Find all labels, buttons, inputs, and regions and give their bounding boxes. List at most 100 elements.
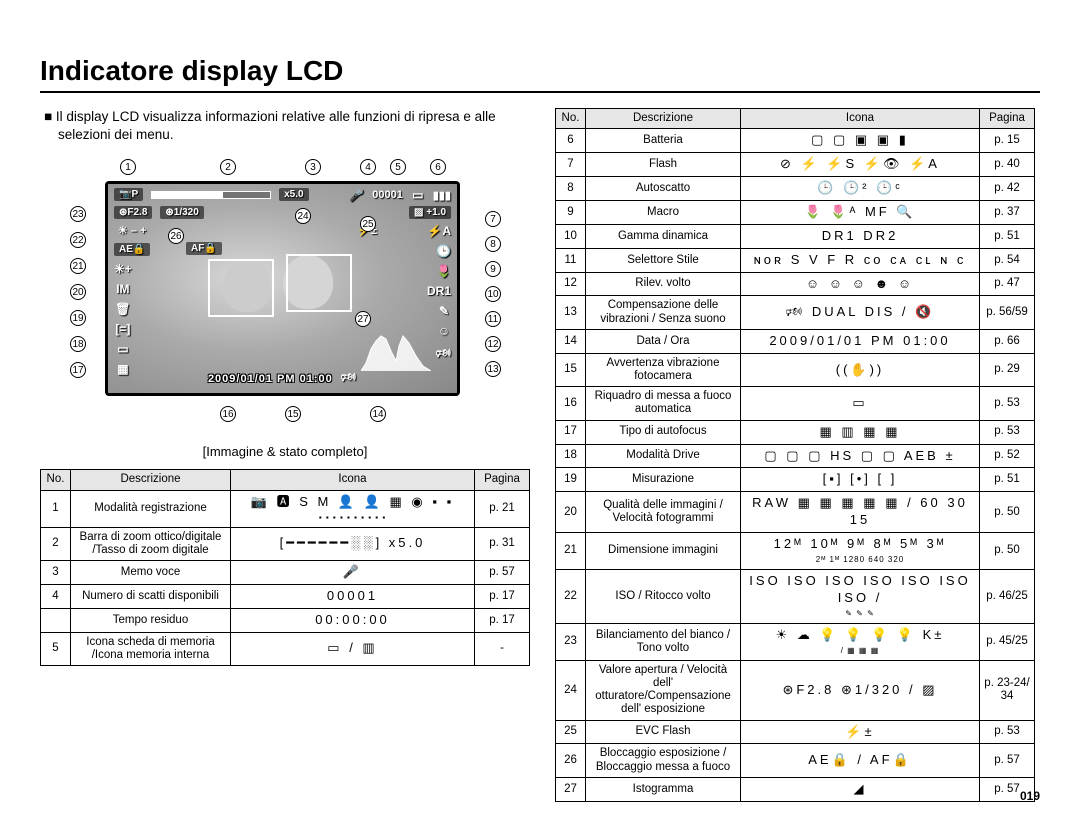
osd-icon: DR1 [427,284,451,298]
page-number: 019 [1020,789,1040,803]
th-desc-r: Descrizione [586,109,741,129]
lcd-diagram: 📷P x5.0 🎤 00001 ▭ ▮▮▮ ⊛F2.8 ⊛1/320 ▨ +1.… [50,156,520,436]
callout-16: 16 [220,406,236,422]
callout-10: 10 [485,286,501,302]
table-row: 2Barra di zoom ottico/digitale /Tasso di… [41,527,530,560]
frame-count: 00001 [372,189,403,201]
callout-2: 2 [220,159,236,175]
table-row: 12Rilev. volto☺ ☺ ☺ ☻ ☺p. 47 [556,272,1035,296]
table-row: 25EVC Flash⚡±p. 53 [556,720,1035,744]
th-page-r: Pagina [980,109,1035,129]
table-row: 22ISO / Ritocco voltoISO ISO ISO ISO ISO… [556,570,1035,624]
callout-11: 11 [485,311,501,327]
table-row: 11Selettore Stileɴᴏʀ S V F R ᴄᴏ ᴄᴀ ᴄʟ ɴ … [556,248,1035,272]
th-desc: Descrizione [71,470,231,490]
table-row: Tempo residuo00:00:00p. 17 [41,608,530,632]
osd-icon: ⚡A [427,224,451,238]
table-row: 9Macro🌷 🌷ᴬ MF 🔍p. 37 [556,200,1035,224]
table-row: 17Tipo di autofocus▦ ▥ ▦ ▦p. 53 [556,420,1035,444]
callout-21: 21 [70,258,86,274]
table-row: 6Batteria▢ ▢ ▣ ▣ ▮p. 15 [556,129,1035,153]
th-no: No. [41,470,71,490]
callout-12: 12 [485,336,501,352]
osd-icon: [=] [115,322,130,336]
callout-15: 15 [285,406,301,422]
osd-icon: ▦ [116,362,130,376]
osd-icon: ☀+ [114,262,132,276]
mode-icon: 📷P [114,188,143,201]
callout-7: 7 [485,211,501,227]
table-row: 13Compensazione delle vibrazioni / Senza… [556,296,1035,329]
table-row: 14Data / Ora2009/01/01 PM 01:00p. 66 [556,329,1035,353]
af-box-2 [286,254,352,312]
table-row: 5Icona scheda di memoria /Icona memoria … [41,632,530,665]
datetime-text: 2009/01/01 PM 01:00 [208,373,333,385]
zoom-label: x5.0 [279,188,308,201]
table-row: 16Riquadro di messa a fuoco automatica▭p… [556,387,1035,420]
callout-20: 20 [70,284,86,300]
callout-26: 26 [168,228,184,244]
callout-19: 19 [70,310,86,326]
intro-text: Il display LCD visualizza informazioni r… [40,108,530,144]
table-row: 24Valore apertura / Velocità dell' ottur… [556,660,1035,720]
th-icon-r: Icona [741,109,980,129]
callout-27: 27 [355,311,371,327]
callout-18: 18 [70,336,86,352]
th-icon: Icona [231,470,475,490]
table-row: 4Numero di scatti disponibili00001p. 17 [41,584,530,608]
callout-23: 23 [70,206,86,222]
callout-6: 6 [430,159,446,175]
lcd-caption: [Immagine & stato completo] [40,444,530,459]
osd-icon: 🗑 [115,302,130,316]
table-row: 26Bloccaggio esposizione / Bloccaggio me… [556,744,1035,777]
table-row: 18Modalità Drive▢ ▢ ▢ HS ▢ ▢ AEB ±p. 52 [556,444,1035,468]
zoom-bar [151,191,271,199]
callout-9: 9 [485,261,501,277]
osd-icon: ▭ [116,342,130,356]
ae-lock-icon: AE🔒 [114,243,150,256]
table-row: 8Autoscatto🕒 🕒² 🕒ᶜp. 42 [556,177,1035,201]
callout-4: 4 [360,159,376,175]
table-row: 3Memo voce🎤p. 57 [41,560,530,584]
aperture-value: ⊛F2.8 [114,206,152,219]
callout-5: 5 [390,159,406,175]
right-column: No. Descrizione Icona Pagina 6Batteria▢ … [555,108,1035,802]
osd-icon: 🌷 [436,264,451,278]
wb-bar: ☀ – + [118,224,147,237]
ois-icon: 🕬 [341,368,357,389]
af-lock-icon: AF🔒 [186,242,222,255]
table-row: 27Istogramma◢p. 57 [556,777,1035,801]
lcd-screen: 📷P x5.0 🎤 00001 ▭ ▮▮▮ ⊛F2.8 ⊛1/320 ▨ +1.… [105,181,460,396]
callout-8: 8 [485,236,501,252]
ev-value: ▨ +1.0 [409,206,451,219]
table-right: No. Descrizione Icona Pagina 6Batteria▢ … [555,108,1035,802]
table-row: 21Dimensione immagini12ᴹ 10ᴹ 9ᴹ 8ᴹ 5ᴹ 3ᴹ… [556,533,1035,570]
osd-icon: ✎ [437,304,451,318]
callout-24: 24 [295,208,311,224]
callout-1: 1 [120,159,136,175]
osd-icon: 🕬 [436,344,451,365]
af-box-1 [208,259,274,317]
table-row: 1Modalità registrazione📷 🅰 S M 👤 👤 ▦ ◉ ▪… [41,490,530,527]
table-row: 19Misurazione[▪] [•] [ ]p. 51 [556,468,1035,492]
table-row: 20Qualità delle immagini / Velocità foto… [556,492,1035,533]
osd-icon: ☺ [437,324,451,338]
table-left: No. Descrizione Icona Pagina 1Modalità r… [40,469,530,666]
callout-3: 3 [305,159,321,175]
callout-22: 22 [70,232,86,248]
table-row: 10Gamma dinamicaDR1 DR2p. 51 [556,224,1035,248]
callout-25: 25 [360,216,376,232]
left-column: Il display LCD visualizza informazioni r… [40,108,530,802]
table-row: 7Flash⊘ ⚡ ⚡S ⚡👁 ⚡Ap. 40 [556,153,1035,177]
page-title: Indicatore display LCD [40,55,1040,93]
shutter-value: ⊛1/320 [160,206,203,219]
table-row: 23Bilanciamento del bianco / Tono volto☀… [556,623,1035,660]
callout-17: 17 [70,362,86,378]
callout-14: 14 [370,406,386,422]
th-page: Pagina [475,470,530,490]
osd-icon: IM [116,282,130,296]
osd-icon: 🕒 [436,244,451,258]
th-no-r: No. [556,109,586,129]
callout-13: 13 [485,361,501,377]
histogram [361,331,431,371]
